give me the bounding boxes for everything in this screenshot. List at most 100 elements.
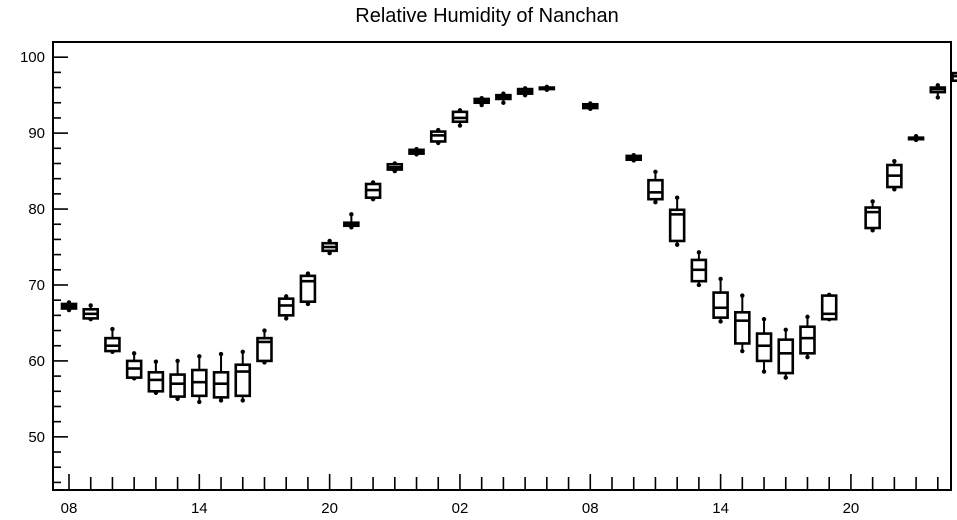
y-tick-label: 60 <box>28 353 45 370</box>
min-point <box>284 316 289 321</box>
box-hour-26 <box>625 152 643 163</box>
box-hour-40 <box>929 83 947 100</box>
max-point <box>197 354 202 359</box>
box <box>299 274 317 303</box>
box <box>668 208 686 243</box>
max-point <box>805 314 810 320</box>
min-point <box>197 399 202 405</box>
min-point <box>653 200 658 205</box>
max-point <box>674 195 680 200</box>
max-point <box>153 359 159 364</box>
box-hour-13 <box>343 212 360 230</box>
box-hour-35 <box>820 292 838 322</box>
chart-title: Relative Humidity of Nanchan <box>355 5 618 27</box>
box-hour-3 <box>125 351 143 381</box>
min-point <box>718 319 723 324</box>
box <box>864 206 881 230</box>
max-point <box>653 169 658 175</box>
box <box>277 297 295 317</box>
box-hour-27 <box>647 169 664 205</box>
max-point <box>175 358 180 364</box>
x-tick-label: 14 <box>712 500 729 517</box>
box-hour-16 <box>408 146 425 157</box>
max-point <box>240 349 245 355</box>
box <box>712 291 729 319</box>
y-tick-label: 100 <box>20 49 45 66</box>
box-hour-34 <box>799 314 816 360</box>
min-point <box>674 242 680 247</box>
box <box>256 336 273 363</box>
box-hour-2 <box>104 326 121 355</box>
x-tick-label: 20 <box>843 500 860 517</box>
max-point <box>892 159 897 164</box>
box-hour-21 <box>516 86 534 98</box>
box <box>147 371 165 393</box>
box-hour-32 <box>755 316 773 374</box>
box-hour-38 <box>886 159 903 192</box>
box <box>647 178 664 201</box>
box-hour-12 <box>321 238 338 256</box>
max-point <box>349 212 354 217</box>
min-point <box>218 398 224 403</box>
x-tick-label: 14 <box>191 500 208 517</box>
box-hour-6 <box>191 354 208 405</box>
box-hour-39 <box>907 133 925 143</box>
max-point <box>110 326 115 332</box>
max-point <box>740 293 745 298</box>
box-hour-19 <box>473 95 490 108</box>
box-hour-4 <box>147 359 165 396</box>
min-point <box>783 375 788 380</box>
box <box>777 338 795 375</box>
x-tick-label: 02 <box>452 500 469 517</box>
box-hour-15 <box>386 161 404 174</box>
min-point <box>805 354 810 360</box>
min-point <box>501 100 506 105</box>
max-point <box>718 276 723 282</box>
box <box>755 332 773 363</box>
min-point <box>696 282 702 288</box>
y-tick-label: 50 <box>28 429 45 446</box>
box <box>734 311 751 345</box>
min-point <box>761 369 767 374</box>
max-point <box>696 250 702 255</box>
min-point <box>935 95 940 100</box>
x-axis: 081420020814200208 <box>61 474 939 517</box>
y-tick-label: 70 <box>28 277 45 294</box>
max-point <box>88 303 93 308</box>
box <box>820 294 838 321</box>
box-hour-5 <box>169 358 186 402</box>
max-point <box>218 351 224 357</box>
box <box>169 373 186 398</box>
box-hour-9 <box>256 328 273 365</box>
y-tick-label: 80 <box>28 201 45 218</box>
box-hour-22 <box>538 84 556 93</box>
x-tick-label: 08 <box>61 500 78 517</box>
box-hour-18 <box>451 108 469 128</box>
box-hour-37 <box>864 199 881 233</box>
box <box>234 363 252 398</box>
box-hour-0 <box>60 300 78 313</box>
box-hour-41 <box>951 71 957 83</box>
y-axis: 50 60 70 80 90 100 <box>20 49 68 484</box>
box-hour-1 <box>82 303 100 322</box>
box-hour-29 <box>690 250 708 288</box>
min-point <box>457 123 463 128</box>
box-hour-30 <box>712 276 729 324</box>
min-point <box>740 348 745 354</box>
boxes-layer <box>60 71 957 405</box>
max-point <box>131 351 137 356</box>
box-hour-31 <box>734 293 751 354</box>
x-tick-label: 08 <box>582 500 599 517</box>
box-hour-20 <box>495 91 512 105</box>
box-hour-10 <box>277 294 295 321</box>
max-point <box>870 199 875 204</box>
box-hour-7 <box>212 351 230 403</box>
box-hour-24 <box>581 101 599 112</box>
max-point <box>262 328 267 333</box>
box-hour-28 <box>668 195 686 247</box>
box-hour-8 <box>234 349 252 403</box>
box-hour-11 <box>299 271 317 307</box>
box-hour-14 <box>364 180 382 202</box>
max-point <box>783 327 788 332</box>
